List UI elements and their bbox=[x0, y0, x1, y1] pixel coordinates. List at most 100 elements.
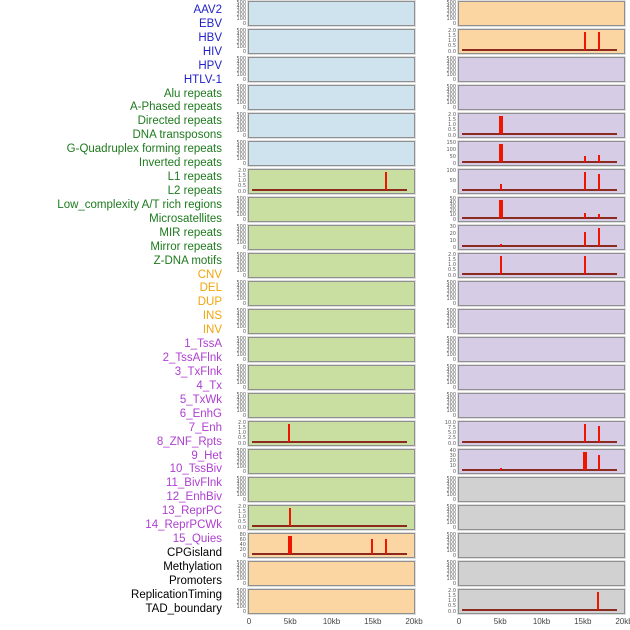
feature-label-Directed repeats: Directed repeats bbox=[137, 115, 222, 128]
y-tick-label: 400 bbox=[236, 143, 246, 150]
y-tick-label: 200 bbox=[236, 292, 246, 299]
y-tick-label: 300 bbox=[236, 147, 246, 154]
y-tick-label: 100 bbox=[446, 296, 456, 303]
feature-label-HTLV-1: HTLV-1 bbox=[183, 73, 222, 86]
y-tick-label: 1.0 bbox=[448, 38, 456, 44]
y-tick-label: 100 bbox=[236, 296, 246, 303]
y-tick-label: 200 bbox=[446, 320, 456, 327]
y-tick-label: 0 bbox=[242, 300, 246, 307]
y-tick-label: 200 bbox=[446, 544, 456, 551]
y-axis-MIR repeats: 500 400 300 200 100 0 bbox=[224, 448, 246, 474]
panel-15_Quies bbox=[458, 449, 625, 474]
y-tick-label: 40 bbox=[449, 447, 456, 454]
y-tick-label: 20 bbox=[239, 547, 246, 554]
y-tick-label: 100 bbox=[236, 156, 246, 163]
feature-label-DNA transposons: DNA transposons bbox=[132, 129, 223, 142]
y-tick-label: 0 bbox=[452, 552, 456, 559]
y-tick-label: 100 bbox=[236, 44, 246, 51]
signal-spike bbox=[289, 508, 292, 526]
signal-spike bbox=[584, 256, 587, 274]
y-tick-label: 300 bbox=[236, 399, 246, 406]
y-tick-label: 200 bbox=[236, 12, 246, 19]
y-tick-label: 300 bbox=[236, 483, 246, 490]
y-tick-label: 400 bbox=[236, 59, 246, 66]
y-tick-label: 1.5 bbox=[448, 256, 456, 263]
y-axis-AAV2: 500 400 300 200 100 0 bbox=[224, 0, 246, 26]
panel-DNA transposons bbox=[248, 253, 415, 278]
panel-Low_complexity A/T rich regions bbox=[248, 393, 415, 418]
y-tick-label: 0 bbox=[242, 48, 246, 55]
feature-label-8_ZNF_Rpts: 8_ZNF_Rpts bbox=[156, 435, 222, 448]
y-tick-label: 0.0 bbox=[238, 440, 246, 447]
signal-spike bbox=[288, 536, 293, 554]
y-axis-CNV: 80 60 40 20 0 bbox=[224, 532, 246, 558]
panel-10_TssBiv bbox=[458, 309, 625, 334]
signal-spike bbox=[584, 232, 587, 246]
y-tick-label: 40 bbox=[449, 199, 456, 206]
y-tick-label: 500 bbox=[446, 307, 456, 314]
feature-label-11_BivFlnk: 11_BivFlnk bbox=[165, 477, 222, 490]
panel-Alu repeats bbox=[248, 169, 415, 194]
x-tick-label: 20kb bbox=[405, 617, 423, 626]
feature-label-7_Enh: 7_Enh bbox=[188, 421, 222, 434]
y-tick-label: 500 bbox=[446, 279, 456, 286]
y-tick-label: 100 bbox=[446, 324, 456, 331]
y-tick-label: 100 bbox=[236, 576, 246, 583]
y-tick-label: 1.5 bbox=[448, 592, 456, 599]
panel-HTLV-1 bbox=[248, 141, 415, 166]
y-tick-label: 500 bbox=[236, 587, 246, 594]
signal-spike bbox=[499, 116, 504, 134]
y-tick-label: 500 bbox=[236, 475, 246, 482]
signal-spike bbox=[598, 425, 601, 442]
y-tick-label: 0.0 bbox=[448, 272, 456, 279]
y-axis-A-Phased repeats: 500 400 300 200 100 0 bbox=[224, 196, 246, 222]
y-tick-label: 0 bbox=[452, 76, 456, 83]
feature-label-9_Het: 9_Het bbox=[191, 449, 222, 462]
y-tick-label: 300 bbox=[446, 567, 456, 574]
y-tick-label: 300 bbox=[236, 231, 246, 238]
y-tick-label: 2.0 bbox=[238, 503, 246, 510]
y-tick-label: 400 bbox=[236, 367, 246, 374]
y-tick-label: 0 bbox=[452, 412, 456, 419]
signal-spike bbox=[500, 243, 503, 246]
panel-TAD_boundary bbox=[458, 589, 625, 614]
panel-HBV bbox=[248, 57, 415, 82]
y-tick-label: 500 bbox=[236, 391, 246, 398]
y-tick-label: 0 bbox=[242, 328, 246, 335]
feature-label-10_TssBiv: 10_TssBiv bbox=[169, 463, 222, 476]
signal-spike bbox=[500, 256, 503, 274]
y-tick-label: 300 bbox=[236, 595, 246, 602]
y-tick-label: 200 bbox=[236, 348, 246, 355]
y-tick-label: 200 bbox=[236, 124, 246, 131]
signal-spike bbox=[370, 539, 373, 554]
y-tick-label: 0 bbox=[452, 20, 456, 27]
y-tick-label: 100 bbox=[446, 380, 456, 387]
y-tick-label: 100 bbox=[446, 352, 456, 359]
y-axis-CPGisland: 500 400 300 200 100 0 bbox=[434, 476, 456, 502]
y-tick-label: 300 bbox=[446, 287, 456, 294]
panel-2_TssAFlnk bbox=[458, 85, 625, 110]
feature-label-12_EnhBiv: 12_EnhBiv bbox=[166, 491, 222, 504]
y-tick-label: 300 bbox=[446, 7, 456, 14]
y-tick-label: 400 bbox=[236, 479, 246, 486]
y-tick-label: 100 bbox=[236, 352, 246, 359]
y-tick-label: 100 bbox=[446, 72, 456, 79]
signal-spike bbox=[384, 539, 387, 554]
y-tick-label: 400 bbox=[236, 227, 246, 234]
feature-label-TAD_boundary: TAD_boundary bbox=[145, 602, 223, 615]
y-tick-label: 500 bbox=[236, 559, 246, 566]
y-axis-Inverted repeats: 500 400 300 200 100 0 bbox=[224, 308, 246, 335]
y-tick-label: 500 bbox=[236, 279, 246, 286]
feature-label-DEL: DEL bbox=[199, 282, 222, 295]
panel-13_ReprPC bbox=[458, 393, 625, 418]
y-tick-label: 400 bbox=[446, 507, 456, 514]
feature-label-Low_complexity A/T rich regions: Low_complexity A/T rich regions bbox=[57, 198, 222, 211]
y-axis-Methylation: 500 400 300 200 100 0 bbox=[434, 504, 456, 530]
panel-6_EnhG bbox=[458, 197, 625, 222]
y-tick-label: 0 bbox=[452, 244, 456, 251]
y-tick-label: 200 bbox=[236, 488, 246, 495]
y-tick-label: 300 bbox=[236, 315, 246, 322]
y-axis-10_TssBiv: 500 400 300 200 100 0 bbox=[434, 307, 456, 334]
signal-spike bbox=[500, 467, 503, 470]
